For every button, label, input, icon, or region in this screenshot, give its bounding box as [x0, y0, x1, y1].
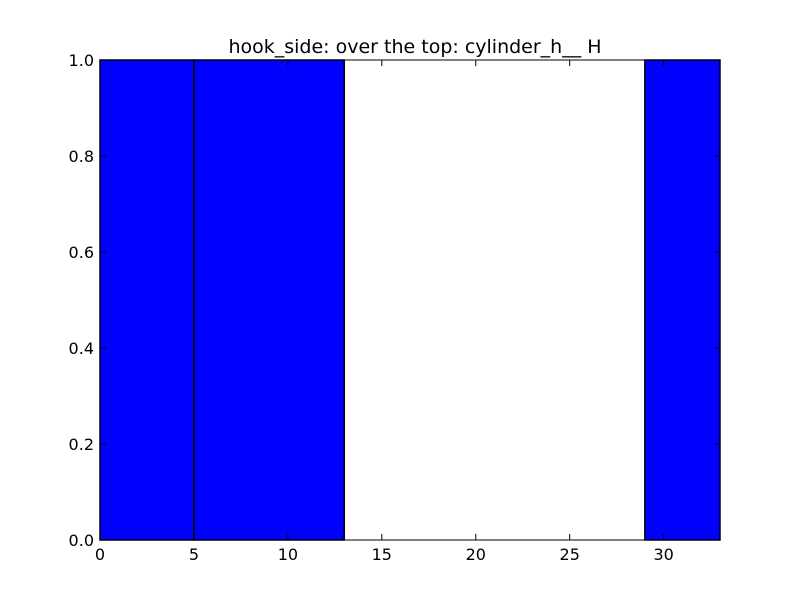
y-tick-label-5: 1.0 [69, 51, 94, 70]
bar-0 [99, 59, 195, 541]
bars-layer [99, 59, 721, 541]
bar-2 [644, 59, 721, 541]
tick-labels-layer: 0 5 10 15 20 25 30 0.0 0.2 0.4 0.6 0.8 1.0 [69, 51, 674, 564]
bar-1 [193, 59, 345, 541]
x-tick-label-3: 15 [372, 545, 392, 564]
plot-frame [99, 59, 721, 541]
x-tick-label-0: 0 [95, 545, 105, 564]
chart-title: hook_side: over the top: cylinder_h__ H [228, 36, 601, 58]
x-tick-label-5: 25 [560, 545, 580, 564]
y-tick-label-3: 0.6 [69, 243, 94, 262]
x-tick-label-6: 30 [653, 545, 673, 564]
ticks-layer [99, 59, 720, 541]
x-tick-label-4: 20 [466, 545, 486, 564]
y-tick-label-1: 0.2 [69, 435, 94, 454]
x-tick-label-1: 5 [189, 545, 199, 564]
y-tick-label-0: 0.0 [69, 531, 94, 550]
y-tick-label-4: 0.8 [69, 147, 94, 166]
x-tick-label-2: 10 [278, 545, 298, 564]
y-tick-label-2: 0.4 [69, 339, 94, 358]
